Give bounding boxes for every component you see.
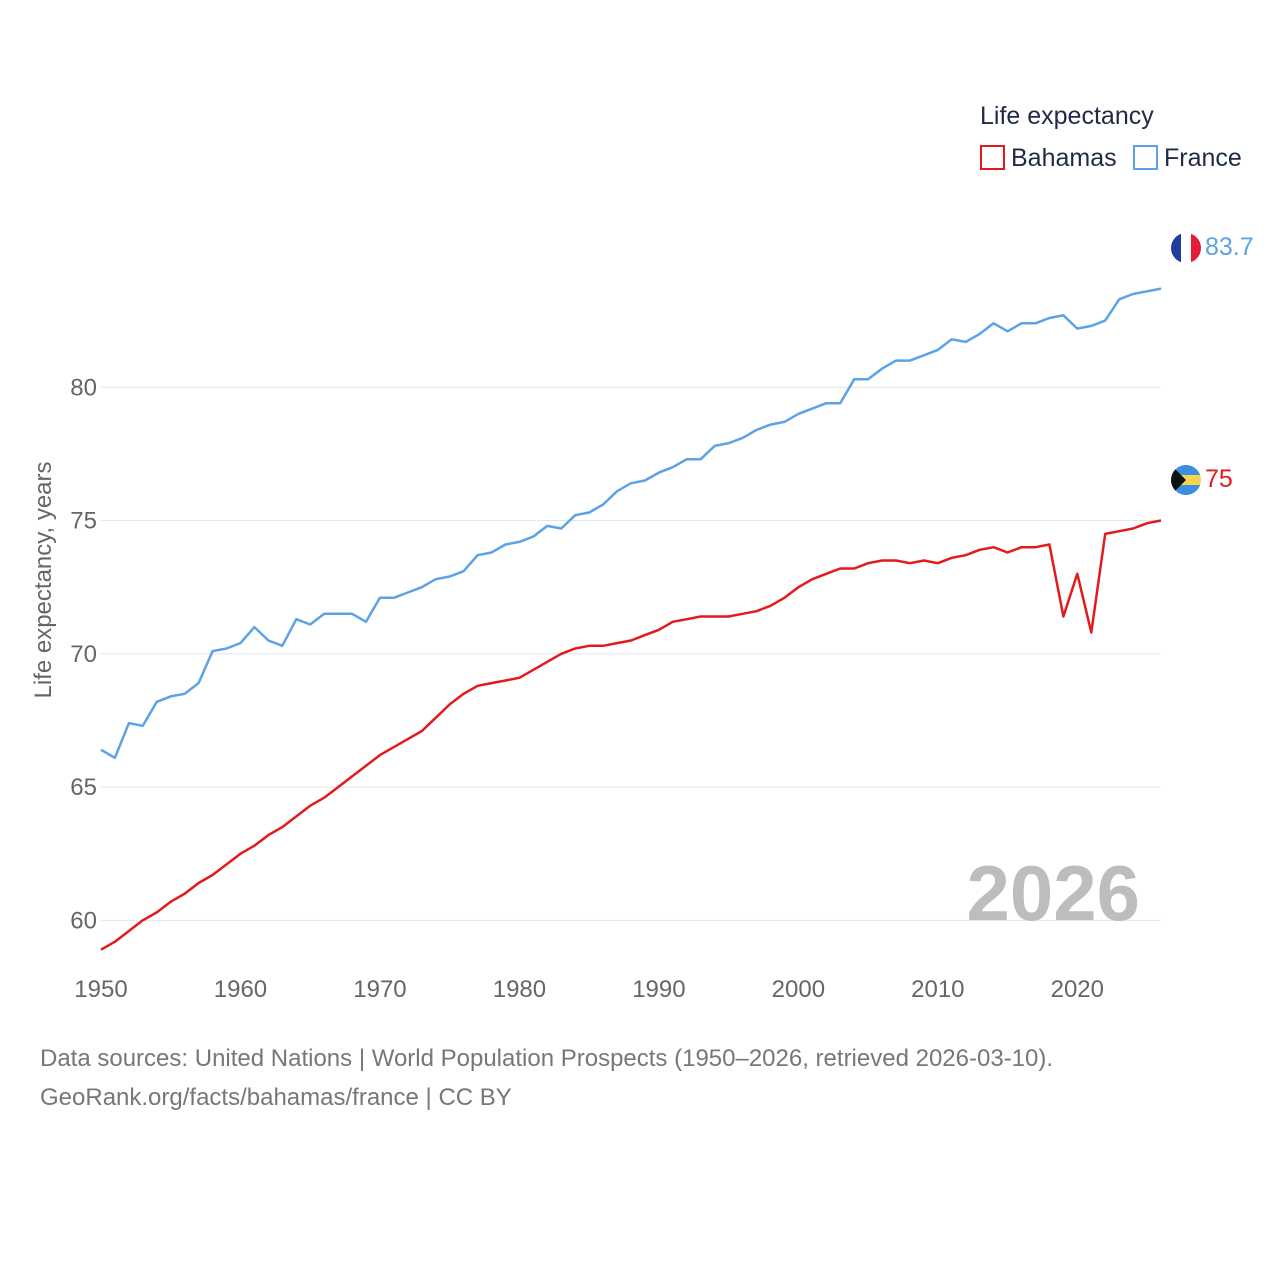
legend-label-bahamas: Bahamas — [1011, 144, 1117, 172]
france-end-marker: 83.7 — [1171, 233, 1254, 263]
legend-item-france[interactable]: France — [1133, 144, 1242, 172]
x-tick-label: 1990 — [632, 976, 685, 1003]
gridlines — [101, 386, 1161, 921]
bahamas-end-value: 75 — [1205, 465, 1233, 493]
x-tick-label: 1960 — [214, 976, 267, 1003]
series-line-france — [100, 287, 1162, 760]
series-lines — [100, 287, 1162, 951]
footer-credit: GeoRank.org/facts/bahamas/france | CC BY — [40, 1084, 512, 1111]
legend-label-france: France — [1164, 144, 1242, 172]
legend-title: Life expectancy — [980, 102, 1154, 130]
current-year-label: 2026 — [966, 849, 1140, 937]
footer-sources: Data sources: United Nations | World Pop… — [40, 1045, 1054, 1072]
y-tick-label: 60 — [70, 907, 97, 934]
x-tick-label: 2000 — [772, 976, 825, 1003]
bahamas-end-marker: 75 — [1171, 465, 1233, 495]
x-tick-label: 1970 — [353, 976, 406, 1003]
legend-item-bahamas[interactable]: Bahamas — [980, 144, 1117, 172]
y-axis-ticks: 60 65 70 75 80 — [70, 374, 97, 934]
y-axis-label: Life expectancy, years — [30, 461, 57, 698]
y-tick-label: 65 — [70, 774, 97, 801]
y-tick-label: 80 — [70, 374, 97, 401]
x-tick-label: 1950 — [74, 976, 127, 1003]
series-line-bahamas — [100, 519, 1162, 951]
x-tick-label: 2010 — [911, 976, 964, 1003]
legend: Life expectancy Bahamas France — [980, 102, 1242, 172]
bahamas-flag-icon — [1171, 465, 1201, 495]
x-axis-ticks: 1950 1960 1970 1980 1990 2000 2010 2020 — [74, 976, 1104, 1003]
x-tick-label: 2020 — [1051, 976, 1104, 1003]
x-tick-label: 1980 — [493, 976, 546, 1003]
france-end-value: 83.7 — [1205, 233, 1254, 261]
france-flag-icon — [1171, 233, 1201, 263]
y-tick-label: 70 — [70, 641, 97, 668]
y-tick-label: 75 — [70, 508, 97, 535]
